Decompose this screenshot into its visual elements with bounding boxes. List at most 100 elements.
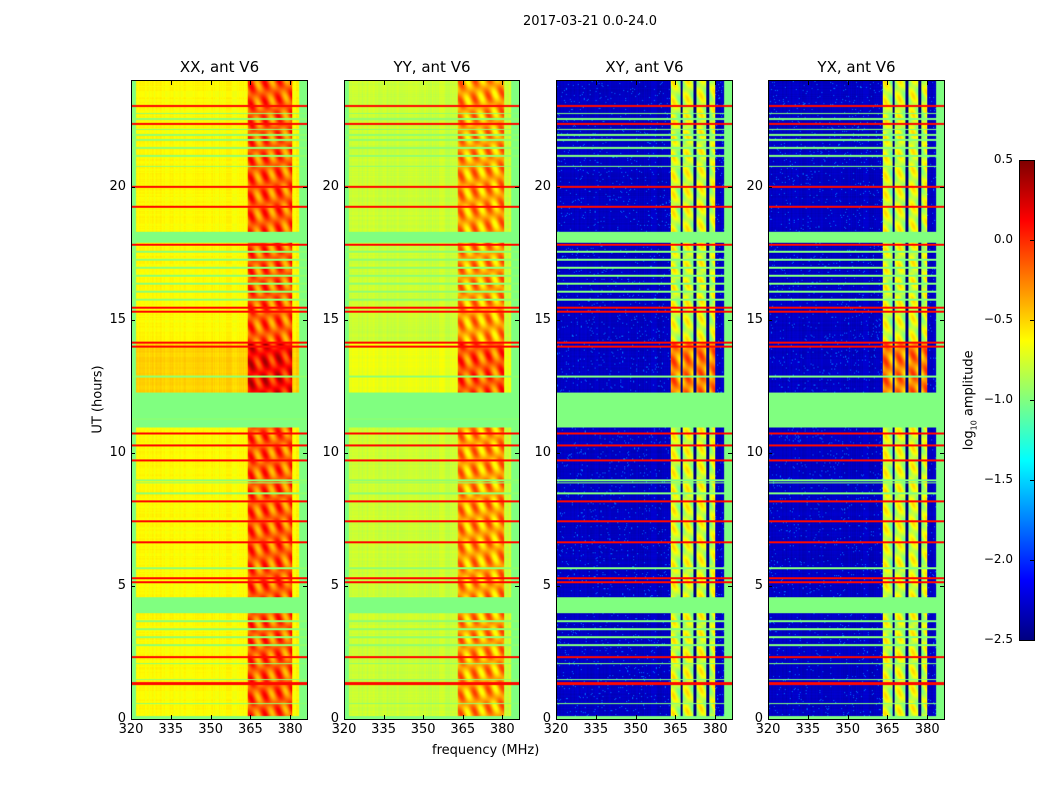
y-tick	[556, 319, 560, 321]
x-tick	[807, 715, 809, 719]
x-tick	[847, 81, 849, 85]
colorbar-label-sub: 10	[969, 420, 979, 431]
x-tick-label: 320	[118, 722, 144, 737]
y-tick	[515, 452, 519, 454]
x-tick	[250, 81, 252, 85]
y-tick	[515, 319, 519, 321]
colorbar-tick	[1030, 320, 1034, 321]
y-tick-label: 10	[534, 444, 551, 460]
colorbar-label-main: log	[961, 430, 977, 451]
heatmap-image	[132, 81, 307, 719]
y-tick	[344, 585, 348, 587]
x-tick-label: 350	[835, 722, 861, 737]
x-tick-label: 365	[874, 722, 900, 737]
y-tick	[131, 585, 135, 587]
y-tick	[344, 452, 348, 454]
y-tick	[728, 585, 732, 587]
x-tick	[423, 81, 425, 85]
y-tick-label: 20	[746, 178, 763, 194]
x-tick-label: 380	[277, 722, 303, 737]
x-tick	[344, 715, 345, 719]
x-tick-label: 335	[583, 722, 609, 737]
y-tick	[131, 186, 135, 188]
x-tick-label: 335	[371, 722, 396, 737]
y-tick	[940, 319, 944, 321]
figure-title: 2017-03-21 0.0-24.0	[523, 14, 657, 29]
colorbar-tick-label: −2.0	[983, 552, 1013, 566]
colorbar-tick-label: −0.5	[983, 312, 1013, 326]
panel-title: YX, ant V6	[817, 58, 896, 76]
y-tick	[303, 186, 307, 188]
y-tick	[303, 319, 307, 321]
colorbar-tick	[1030, 640, 1034, 641]
x-tick-label: 320	[331, 722, 357, 737]
y-tick	[768, 585, 772, 587]
x-tick-label: 380	[914, 722, 940, 737]
x-tick	[290, 715, 292, 719]
x-tick	[502, 715, 504, 719]
x-tick	[887, 715, 889, 719]
x-tick	[502, 81, 504, 85]
y-tick	[728, 452, 732, 454]
y-tick-label: 20	[109, 178, 126, 194]
y-tick	[303, 719, 307, 720]
colorbar-label-rest: amplitude	[961, 350, 977, 421]
y-tick	[303, 452, 307, 454]
colorbar-tick-label: −2.5	[983, 632, 1013, 646]
x-tick-label: 320	[543, 722, 569, 737]
x-tick	[715, 715, 717, 719]
y-tick	[131, 319, 135, 321]
y-tick	[768, 452, 772, 454]
panel-title: YY, ant V6	[393, 58, 471, 76]
x-tick	[344, 81, 345, 85]
y-tick	[556, 719, 560, 720]
heatmap-panel-0	[131, 80, 308, 720]
y-tick	[303, 585, 307, 587]
y-tick-label: 15	[746, 311, 763, 327]
x-tick	[675, 715, 677, 719]
panel-title: XX, ant V6	[179, 58, 260, 76]
y-tick-label: 0	[542, 711, 551, 726]
y-tick-label: 5	[542, 577, 551, 593]
x-tick	[131, 715, 132, 719]
y-tick-label: 5	[754, 577, 763, 593]
y-tick-label: 15	[534, 311, 551, 327]
y-tick-label: 20	[534, 178, 551, 194]
y-tick-label: 10	[322, 444, 339, 460]
colorbar-tick	[1030, 240, 1034, 241]
colorbar-tick	[1030, 480, 1034, 481]
y-tick-label: 15	[322, 311, 339, 327]
x-tick-label: 365	[450, 722, 476, 737]
y-tick-label: 15	[109, 311, 126, 327]
x-tick	[556, 81, 557, 85]
x-tick	[635, 715, 637, 719]
y-tick-label: 0	[330, 711, 339, 726]
y-tick	[515, 719, 519, 720]
x-tick	[290, 81, 292, 85]
x-tick	[170, 715, 172, 719]
y-tick	[344, 319, 348, 321]
x-tick	[768, 715, 769, 719]
y-tick-label: 0	[117, 711, 126, 726]
panel-title: XY, ant V6	[605, 58, 684, 76]
x-tick	[807, 81, 809, 85]
colorbar-tick	[1030, 160, 1034, 161]
y-tick	[344, 719, 348, 720]
x-tick	[210, 715, 212, 719]
y-tick	[768, 319, 772, 321]
x-tick	[595, 715, 597, 719]
colorbar	[1019, 160, 1035, 641]
x-tick-label: 365	[662, 722, 688, 737]
y-tick	[940, 186, 944, 188]
x-tick-label: 320	[755, 722, 781, 737]
y-tick	[940, 452, 944, 454]
y-tick-label: 10	[109, 444, 126, 460]
x-tick	[927, 715, 929, 719]
y-tick	[940, 719, 944, 720]
x-tick	[887, 81, 889, 85]
heatmap-panel-3	[768, 80, 945, 720]
heatmap-image	[769, 81, 944, 719]
x-tick	[423, 715, 425, 719]
x-tick-label: 350	[623, 722, 649, 737]
